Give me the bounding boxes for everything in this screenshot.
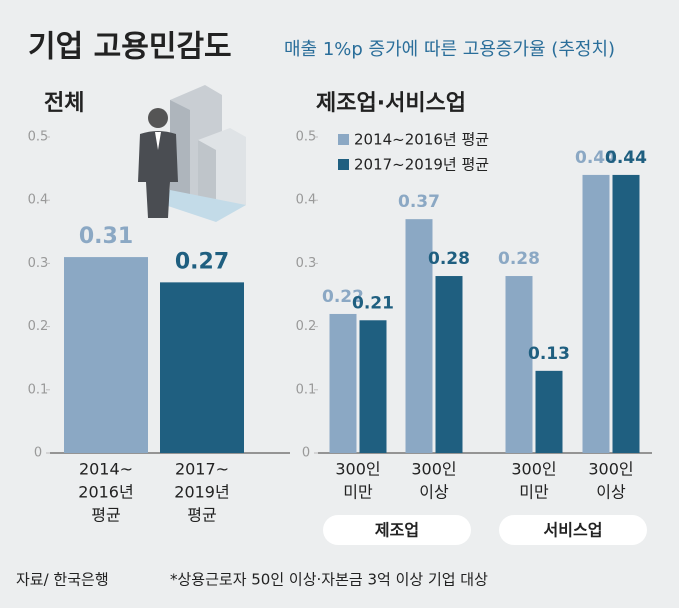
x-tick-label: 300인	[588, 460, 633, 479]
y-tick-label: 0.5	[296, 130, 317, 145]
value-label: 0.13	[528, 344, 570, 364]
value-label: 0.27	[175, 249, 229, 274]
subtitle: 매출 1%p 증가에 따른 고용증가율 (추정치)	[284, 39, 615, 60]
title: 기업 고용민감도	[28, 30, 232, 65]
x-tick-label: 2017~	[175, 460, 229, 479]
legend-label: 2017~2019년 평균	[354, 156, 489, 174]
y-tick-label: 0.5	[28, 130, 49, 145]
bar	[535, 370, 563, 453]
value-label: 0.28	[498, 249, 540, 269]
x-tick-label: 평균	[91, 506, 120, 525]
value-label: 0.28	[428, 249, 470, 269]
x-tick-label: 2014~	[79, 460, 133, 479]
source: 자료/ 한국은행	[16, 571, 109, 589]
value-label: 0.21	[352, 293, 394, 313]
value-label: 0.31	[79, 224, 133, 249]
bar	[64, 257, 148, 453]
x-tick-label: 300인	[511, 460, 556, 479]
x-tick-label: 2016년	[78, 483, 133, 502]
y-tick-label: 0.3	[296, 256, 317, 271]
x-tick-label: 미만	[343, 483, 373, 502]
legend-swatch	[338, 134, 349, 145]
bar	[160, 282, 244, 453]
illustration	[138, 85, 246, 222]
y-tick-label: 0.4	[28, 193, 49, 208]
y-tick-label: 0.1	[296, 382, 317, 397]
legend-swatch	[338, 159, 349, 170]
chart-title: 제조업·서비스업	[316, 91, 466, 116]
value-label: 0.37	[398, 192, 440, 212]
bar	[505, 276, 533, 453]
value-label: 0.44	[605, 148, 647, 168]
y-tick-label: 0.1	[28, 382, 49, 397]
y-tick-label: 0.3	[28, 256, 49, 271]
y-tick-label: 0	[302, 446, 310, 461]
x-tick-label: 미만	[519, 483, 549, 502]
bar	[329, 313, 357, 453]
value-label: 0.22	[322, 287, 364, 307]
bar	[359, 320, 387, 453]
chart-title: 전체	[44, 91, 84, 116]
bar	[612, 174, 640, 454]
x-tick-label: 이상	[596, 483, 626, 502]
x-tick-label: 평균	[187, 506, 216, 525]
x-tick-label: 2019년	[174, 483, 229, 502]
group-label: 서비스업	[544, 521, 603, 540]
x-tick-label: 300인	[335, 460, 380, 479]
x-tick-label: 300인	[411, 460, 456, 479]
bar	[405, 219, 433, 453]
group-pill	[499, 515, 647, 545]
value-label: 0.44	[575, 148, 617, 168]
y-tick-label: 0.2	[296, 319, 317, 334]
note: *상용근로자 50인 이상·자본금 3억 이상 기업 대상	[170, 571, 488, 589]
y-tick-label: 0	[34, 446, 42, 461]
bar	[582, 174, 610, 454]
group-pill	[323, 515, 471, 545]
bar	[435, 276, 463, 453]
y-tick-label: 0.4	[296, 193, 317, 208]
group-label: 제조업	[375, 521, 419, 540]
y-tick-label: 0.2	[28, 319, 49, 334]
legend-label: 2014~2016년 평균	[354, 131, 489, 149]
x-tick-label: 이상	[419, 483, 449, 502]
